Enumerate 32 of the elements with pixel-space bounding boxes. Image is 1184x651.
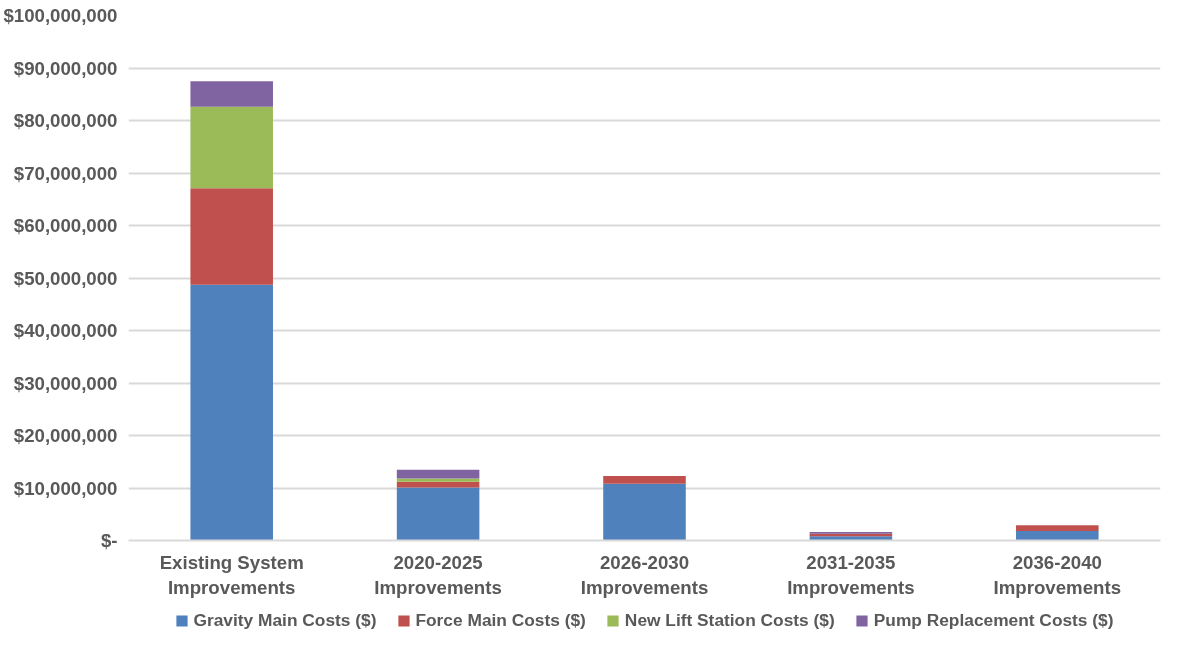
bar — [809, 536, 893, 541]
y-tick-label: $10,000,000 — [13, 477, 118, 499]
bar — [1016, 525, 1099, 532]
bar — [190, 106, 273, 189]
bar — [190, 188, 273, 285]
y-tick-label: $60,000,000 — [13, 215, 118, 236]
bar — [396, 469, 480, 479]
y-tick-label: $20,000,000 — [13, 425, 118, 446]
bar — [603, 483, 686, 541]
y-tick-label: $100,000,000 — [3, 5, 118, 26]
y-tick-label: $50,000,000 — [13, 267, 118, 289]
legend-label: Force Main Costs ($) — [415, 609, 586, 631]
x-tick-label: 2020-2025 Improvements — [374, 551, 502, 598]
y-tick-label: $90,000,000 — [13, 57, 118, 79]
y-tick-label: $30,000,000 — [13, 372, 118, 394]
x-tick-label: 2036-2040 Improvements — [993, 551, 1122, 598]
bar — [396, 478, 480, 482]
y-tick-label: $70,000,000 — [13, 162, 118, 184]
bar — [190, 81, 273, 107]
bar — [190, 284, 273, 541]
x-tick-label: 2026-2030 Improvements — [580, 551, 709, 598]
bar — [603, 475, 686, 484]
y-tick-label: $80,000,000 — [13, 110, 118, 131]
legend-label: New Lift Station Costs ($) — [624, 609, 835, 631]
legend-label: Pump Replacement Costs ($) — [873, 609, 1114, 631]
x-tick-label: 2031-2035 Improvements — [787, 551, 915, 598]
y-tick-label: $- — [100, 530, 118, 551]
bar — [396, 487, 480, 541]
x-tick-label: Existing System Improvements — [159, 551, 304, 598]
y-tick-label: $40,000,000 — [13, 320, 118, 341]
bar — [1016, 531, 1099, 541]
legend-label: Gravity Main Costs ($) — [193, 609, 377, 631]
